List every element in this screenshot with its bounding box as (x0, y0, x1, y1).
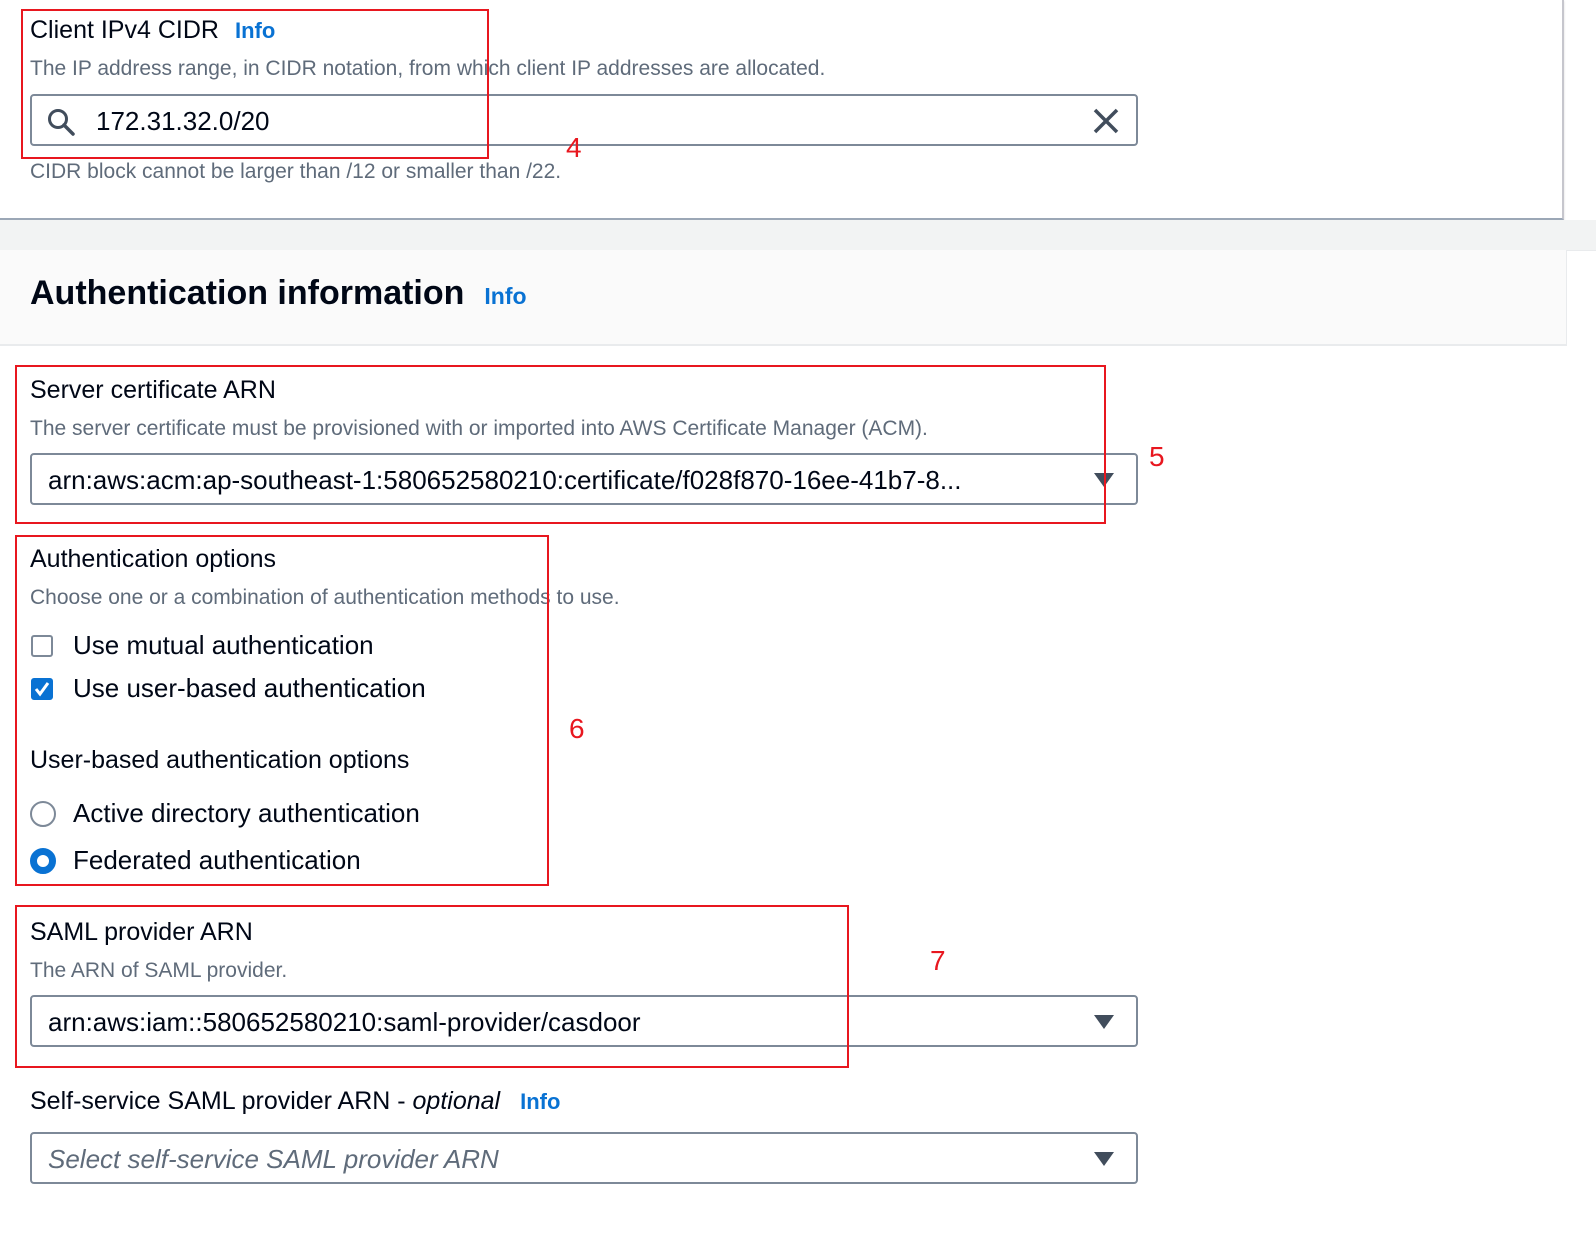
panel-gap (0, 220, 1596, 250)
federated-label: Federated authentication (73, 845, 361, 875)
caret-down-icon (1094, 1015, 1114, 1029)
section-title: Authentication information (30, 274, 465, 312)
auth-options-description: Choose one or a combination of authentic… (30, 586, 620, 609)
clear-icon[interactable] (1092, 107, 1120, 135)
checkmark-icon (34, 681, 50, 696)
active-directory-radio-row[interactable]: Active directory authentication (30, 798, 420, 829)
active-directory-label: Active directory authentication (73, 798, 420, 828)
client-cidr-value: 172.31.32.0/20 (96, 106, 270, 136)
mutual-auth-checkbox-row[interactable]: Use mutual authentication (31, 630, 374, 661)
federated-radio-row[interactable]: Federated authentication (30, 845, 361, 876)
authentication-header-row: Authentication information Info (30, 274, 527, 313)
search-icon (48, 109, 75, 136)
mutual-auth-checkbox[interactable] (31, 634, 53, 657)
caret-down-icon (1094, 1152, 1114, 1166)
self-service-saml-label: Self-service SAML provider ARN - (30, 1087, 413, 1115)
user-based-options-label: User-based authentication options (30, 746, 410, 774)
client-cidr-input[interactable]: 172.31.32.0/20 (30, 94, 1138, 146)
client-cidr-hint: CIDR block cannot be larger than /12 or … (30, 160, 562, 183)
authentication-panel (0, 250, 1596, 1233)
saml-provider-label: SAML provider ARN (30, 918, 253, 946)
saml-provider-value: arn:aws:iam::580652580210:saml-provider/… (48, 1007, 641, 1037)
active-directory-radio[interactable] (30, 800, 56, 827)
server-cert-value: arn:aws:acm:ap-southeast-1:580652580210:… (48, 465, 962, 495)
server-cert-description: The server certificate must be provision… (30, 417, 928, 440)
authentication-info-link[interactable]: Info (484, 283, 527, 309)
saml-provider-select[interactable]: arn:aws:iam::580652580210:saml-provider/… (30, 995, 1138, 1047)
server-cert-label: Server certificate ARN (30, 376, 276, 404)
annotation-number-5: 5 (1149, 441, 1165, 472)
self-service-saml-label-row: Self-service SAML provider ARN - optiona… (30, 1087, 560, 1116)
caret-down-icon (1094, 473, 1114, 487)
annotation-number-7: 7 (930, 945, 946, 976)
saml-provider-description: The ARN of SAML provider. (30, 959, 288, 982)
client-cidr-label-row: Client IPv4 CIDR Info (30, 16, 275, 45)
user-based-auth-label: Use user-based authentication (73, 673, 426, 703)
annotation-number-4: 4 (566, 132, 582, 163)
self-service-saml-info-link[interactable]: Info (520, 1089, 561, 1114)
optional-tag: optional (412, 1087, 501, 1115)
server-cert-select[interactable]: arn:aws:acm:ap-southeast-1:580652580210:… (30, 453, 1138, 505)
user-based-auth-checkbox[interactable] (31, 677, 53, 700)
auth-options-label: Authentication options (30, 545, 277, 573)
annotation-number-6: 6 (569, 713, 585, 744)
self-service-saml-select[interactable]: Select self-service SAML provider ARN (30, 1132, 1138, 1184)
client-cidr-info-link[interactable]: Info (234, 18, 276, 43)
client-cidr-label: Client IPv4 CIDR (30, 16, 219, 44)
federated-radio[interactable] (30, 847, 56, 874)
self-service-saml-placeholder: Select self-service SAML provider ARN (48, 1144, 499, 1174)
user-based-auth-checkbox-row[interactable]: Use user-based authentication (31, 673, 426, 704)
authentication-panel-header (0, 250, 1567, 346)
mutual-auth-label: Use mutual authentication (73, 630, 374, 660)
client-cidr-description: The IP address range, in CIDR notation, … (30, 57, 826, 80)
